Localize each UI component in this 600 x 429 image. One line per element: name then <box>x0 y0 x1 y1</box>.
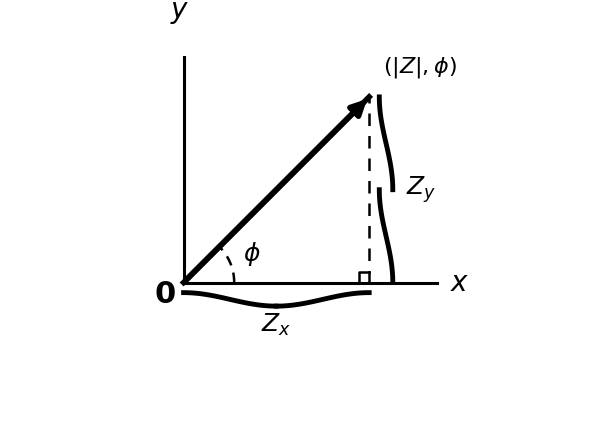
Text: $(|Z|, \phi)$: $(|Z|, \phi)$ <box>383 55 457 80</box>
Text: $\mathbf{0}$: $\mathbf{0}$ <box>154 280 176 309</box>
Text: $x$: $x$ <box>450 269 470 296</box>
Text: $Z_y$: $Z_y$ <box>406 174 437 205</box>
Text: $y$: $y$ <box>170 0 190 26</box>
Text: $\phi$: $\phi$ <box>244 240 261 268</box>
Text: $Z_x$: $Z_x$ <box>261 311 292 338</box>
